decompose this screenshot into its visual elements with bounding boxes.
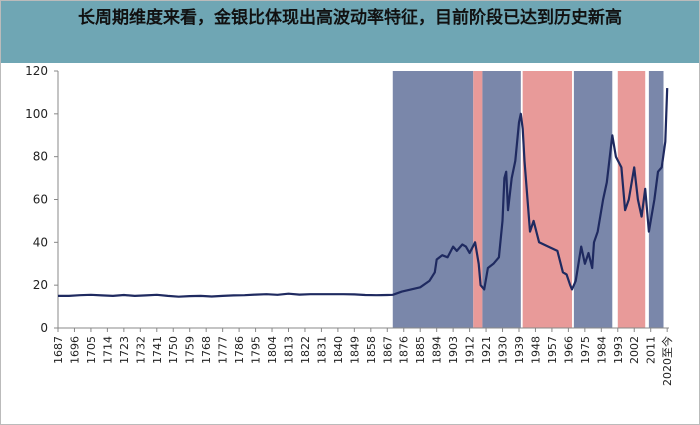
x-tick-label: 1795 — [250, 336, 263, 364]
x-tick-label: 1750 — [167, 336, 180, 364]
period-band — [473, 71, 483, 328]
x-tick-label: 1957 — [546, 336, 559, 364]
y-tick-label: 60 — [33, 193, 48, 207]
y-tick-label: 20 — [33, 278, 48, 292]
x-tick-label: 1786 — [233, 336, 246, 364]
x-tick-label: 1912 — [464, 336, 477, 364]
x-tick-label: 1840 — [332, 336, 345, 364]
period-band — [573, 71, 613, 328]
x-tick-label: 1921 — [480, 336, 493, 364]
x-tick-label: 1768 — [200, 336, 213, 364]
series-line — [58, 88, 669, 298]
x-tick-label: 1849 — [348, 336, 361, 364]
x-tick-label: 1723 — [118, 336, 131, 364]
x-tick-label: 2020至今 — [660, 336, 674, 386]
x-tick-label: 1804 — [266, 336, 279, 364]
x-tick-label: 1687 — [52, 336, 65, 364]
x-tick-label: 1813 — [282, 336, 295, 364]
period-band — [617, 71, 646, 328]
period-band — [522, 71, 573, 328]
y-tick-label: 120 — [25, 64, 48, 78]
x-tick-label: 1867 — [381, 336, 394, 364]
x-tick-label: 2002 — [628, 336, 641, 364]
header: 长周期维度来看，金银比体现出高波动率特征，目前阶段已达到历史新高 — [1, 1, 699, 63]
x-tick-label: 1885 — [414, 336, 427, 364]
x-tick-label: 1696 — [68, 336, 81, 364]
x-tick-label: 1741 — [151, 336, 164, 364]
x-tick-label: 2011 — [645, 336, 658, 364]
x-tick-label: 1858 — [365, 336, 378, 364]
x-tick-label: 1705 — [85, 336, 98, 364]
x-tick-label: 1732 — [134, 336, 147, 364]
x-tick-label: 1822 — [299, 336, 312, 364]
x-tick-label: 1984 — [595, 336, 608, 364]
y-tick-label: 40 — [33, 235, 48, 249]
period-band — [648, 71, 664, 328]
x-tick-label: 1948 — [529, 336, 542, 364]
y-tick-label: 100 — [25, 107, 48, 121]
y-tick-label: 80 — [33, 150, 48, 164]
x-tick-label: 1714 — [101, 336, 114, 364]
x-tick-label: 1993 — [612, 336, 625, 364]
x-tick-label: 1777 — [217, 336, 230, 364]
x-tick-label: 1903 — [447, 336, 460, 364]
period-band — [482, 71, 521, 328]
x-tick-label: 1975 — [579, 336, 592, 364]
x-tick-label: 1939 — [513, 336, 526, 364]
x-tick-label: 1894 — [431, 336, 444, 364]
x-tick-label: 1759 — [184, 336, 197, 364]
y-tick-label: 0 — [40, 321, 48, 335]
x-tick-label: 1930 — [497, 336, 510, 364]
chart-title: 长周期维度来看，金银比体现出高波动率特征，目前阶段已达到历史新高 — [78, 8, 622, 28]
period-band — [392, 71, 474, 328]
x-tick-label: 1966 — [562, 336, 575, 364]
x-tick-label: 1831 — [315, 336, 328, 364]
x-tick-label: 1876 — [398, 336, 411, 364]
